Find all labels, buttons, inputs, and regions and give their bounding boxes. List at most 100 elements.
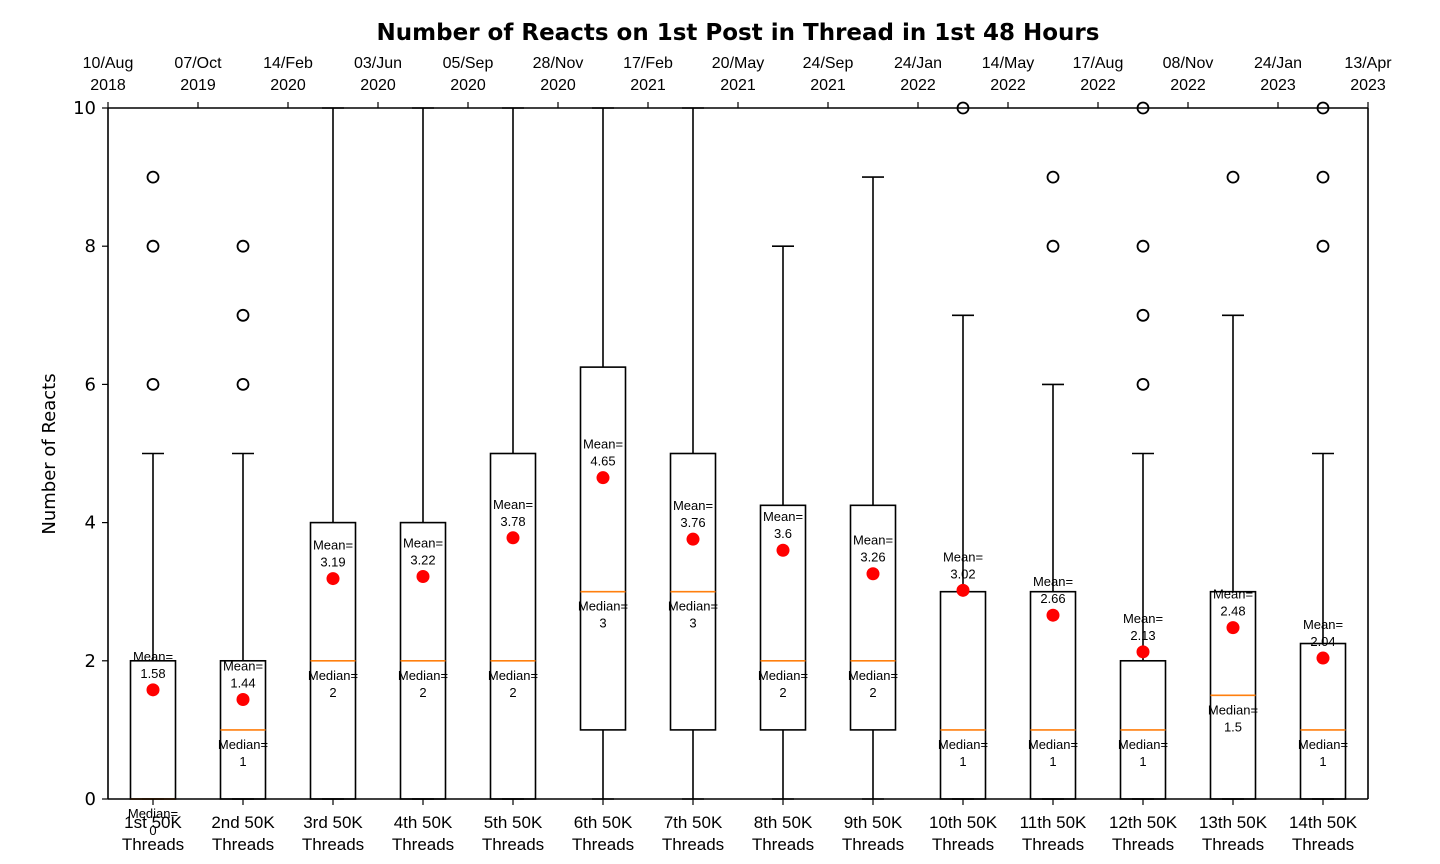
top-tick-label: 2021 (810, 77, 846, 94)
top-tick-label: 2020 (270, 77, 306, 94)
box (759, 504, 807, 731)
mean-label-value: 3.19 (320, 555, 345, 570)
median-label-value: 1 (1139, 754, 1146, 769)
mean-label-prefix: Mean= (943, 549, 983, 564)
mean-point (326, 572, 340, 586)
top-tick-label: 24/Sep (803, 55, 854, 72)
y-tick-label: 4 (85, 513, 96, 534)
median-label-prefix: Median= (1208, 702, 1258, 717)
flier-point (1226, 170, 1240, 184)
median-label-prefix: Median= (1118, 737, 1168, 752)
top-tick-label: 03/Jun (354, 55, 402, 72)
x-tick-label: Threads (1292, 835, 1354, 854)
x-tick-label: 11th 50K (1020, 813, 1087, 832)
median-label-prefix: Median= (1028, 737, 1078, 752)
median-label-value: 1 (239, 754, 246, 769)
top-tick-label: 08/Nov (1163, 55, 1214, 72)
top-tick-label: 2022 (900, 77, 936, 94)
x-tick-label: 12th 50K (1109, 813, 1178, 832)
median-label-prefix: Median= (668, 599, 718, 614)
x-tick-label: Threads (392, 835, 454, 854)
top-tick-label: 2019 (180, 77, 216, 94)
mean-label-value: 3.26 (860, 550, 885, 565)
x-tick-label: 2nd 50K (211, 813, 275, 832)
x-tick-label: 8th 50K (754, 813, 813, 832)
median-label-prefix: Median= (308, 668, 358, 683)
top-tick-label: 2021 (630, 77, 666, 94)
mean-point (686, 532, 700, 546)
mean-label-prefix: Mean= (1033, 574, 1073, 589)
flier-point (146, 239, 160, 253)
median-label-prefix: Median= (128, 806, 178, 821)
top-tick-label: 2020 (360, 77, 396, 94)
box (579, 366, 627, 731)
top-tick-label: 2020 (540, 77, 576, 94)
y-tick-label: 6 (85, 374, 96, 395)
median-label-value: 1 (1049, 754, 1056, 769)
top-tick-label: 07/Oct (174, 55, 222, 72)
median-label-value: 2 (869, 685, 876, 700)
x-tick-label: 5th 50K (484, 813, 543, 832)
top-tick-label: 28/Nov (533, 55, 584, 72)
box (1299, 642, 1347, 800)
mean-point (1316, 651, 1330, 665)
top-tick-label: 24/Jan (1254, 55, 1302, 72)
x-tick-label: Threads (212, 835, 274, 854)
chart-title: Number of Reacts on 1st Post in Thread i… (377, 20, 1100, 46)
flier-point (236, 239, 250, 253)
mean-label-value: 3.76 (680, 515, 705, 530)
mean-label-value: 2.13 (1130, 628, 1155, 643)
x-tick-label: Threads (932, 835, 994, 854)
top-tick-label: 2021 (720, 77, 756, 94)
mean-label-prefix: Mean= (673, 498, 713, 513)
mean-label-value: 3.22 (410, 552, 435, 567)
median-label-prefix: Median= (848, 668, 898, 683)
top-tick-label: 20/May (712, 55, 764, 72)
top-tick-label: 13/Apr (1344, 55, 1392, 72)
mean-label-prefix: Mean= (313, 538, 353, 553)
mean-label-value: 3.6 (774, 526, 792, 541)
x-tick-label: 7th 50K (664, 813, 723, 832)
top-tick-label: 17/Feb (623, 55, 673, 72)
x-tick-label: Threads (122, 835, 184, 854)
mean-point (146, 683, 160, 697)
mean-point (416, 569, 430, 583)
top-tick-label: 05/Sep (443, 55, 494, 72)
x-tick-label: 9th 50K (844, 813, 903, 832)
box (129, 659, 177, 800)
x-tick-label: Threads (572, 835, 634, 854)
mean-label-prefix: Mean= (403, 535, 443, 550)
top-tick-label: 2022 (1080, 77, 1116, 94)
top-tick-label: 24/Jan (894, 55, 942, 72)
mean-label-value: 4.65 (590, 454, 615, 469)
top-tick-label: 10/Aug (83, 55, 134, 72)
y-tick-label: 0 (85, 789, 96, 810)
median-label-value: 2 (329, 685, 336, 700)
median-label-value: 1 (1319, 754, 1326, 769)
mean-label-value: 1.58 (140, 666, 165, 681)
median-label-value: 3 (689, 616, 696, 631)
y-tick-label: 8 (85, 236, 96, 257)
mean-label-prefix: Mean= (493, 497, 533, 512)
median-label-value: 2 (419, 685, 426, 700)
flier-point (1046, 170, 1060, 184)
x-tick-label: Threads (1202, 835, 1264, 854)
mean-point (956, 583, 970, 597)
mean-label-value: 2.04 (1310, 634, 1335, 649)
top-tick-label: 2022 (990, 77, 1026, 94)
x-tick-label: Threads (302, 835, 364, 854)
mean-point (776, 543, 790, 557)
flier-point (1136, 377, 1150, 391)
mean-point (1046, 608, 1060, 622)
median-label-prefix: Median= (218, 737, 268, 752)
mean-label-prefix: Mean= (763, 509, 803, 524)
mean-point (866, 567, 880, 581)
mean-point (236, 692, 250, 706)
x-tick-label: Threads (482, 835, 544, 854)
x-tick-label: 6th 50K (574, 813, 633, 832)
median-label-value: 0 (149, 823, 156, 838)
top-tick-label: 14/May (982, 55, 1034, 72)
mean-point (1226, 621, 1240, 635)
